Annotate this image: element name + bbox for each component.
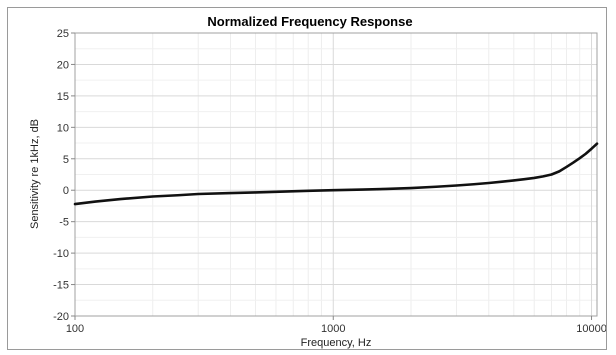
y-tick-label: 15: [57, 91, 69, 103]
y-tick-label: 5: [63, 154, 69, 166]
frequency-response-chart: Normalized Frequency Response -20-15-10-…: [29, 14, 607, 349]
chart-frame: Normalized Frequency Response -20 -15 -10-…: [7, 7, 607, 350]
x-axis-ticks: 100 1000 10000: [66, 316, 607, 335]
y-tick-label: 20: [57, 59, 69, 71]
y-tick-label: -15: [53, 280, 69, 292]
y-tick-label: 10: [57, 122, 69, 134]
plot-area: [74, 32, 598, 317]
chart-title: Normalized Frequency Response: [207, 14, 412, 29]
y-axis-ticks: -20 -15 -10 -5 0 5 10 15 20 25: [53, 28, 75, 323]
y-tick-label: -20: [53, 311, 69, 323]
y-tick-label: 0: [63, 185, 69, 197]
series-line: [73, 142, 599, 206]
y-tick-label: 25: [57, 28, 69, 40]
x-tick-label: 100: [66, 323, 84, 335]
minor-grid: [75, 33, 597, 316]
x-axis-label: Frequency, Hz: [301, 337, 372, 349]
x-tick-label: 10000: [576, 323, 606, 335]
y-axis-label: Sensitivity re 1kHz, dB: [29, 119, 41, 229]
y-tick-label: -5: [59, 217, 69, 229]
y-tick-label: -10: [53, 248, 69, 260]
x-tick-label: 1000: [321, 323, 345, 335]
